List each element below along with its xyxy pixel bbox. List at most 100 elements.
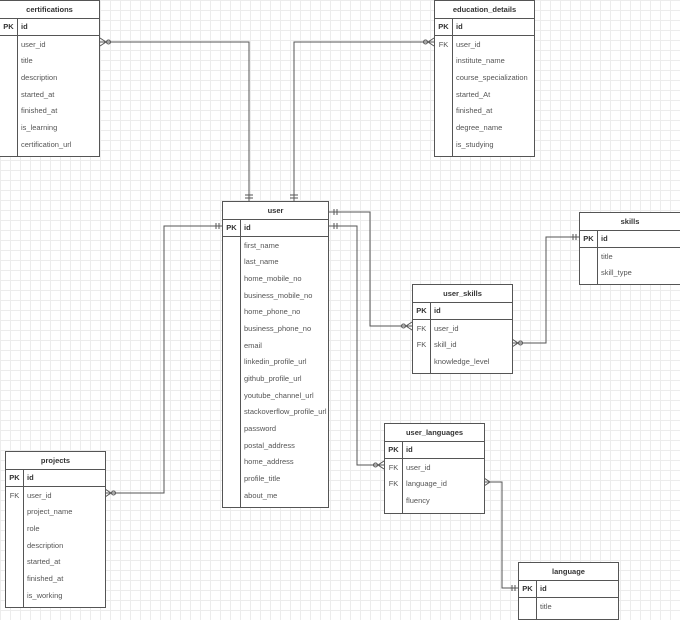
primary-key-row[interactable]: PK id [519, 581, 618, 598]
field-row[interactable]: FK skill_id [413, 337, 512, 354]
field-name: user_id [434, 323, 459, 333]
field-row[interactable]: is_studying [435, 137, 534, 154]
field-name: id [434, 306, 441, 315]
field-row[interactable]: is_learning [0, 120, 99, 137]
field-row[interactable]: description [0, 70, 99, 87]
field-row[interactable]: FK user_id [385, 460, 484, 477]
primary-key-row[interactable]: PK id [435, 19, 534, 36]
field-row[interactable]: started_at [0, 87, 99, 104]
table-title: user [223, 202, 328, 220]
field-name: is_studying [456, 139, 494, 149]
table-certifications[interactable]: certifications PK id user_id title descriptio… [0, 0, 100, 157]
field-name: password [244, 424, 277, 434]
field-name: role [27, 523, 40, 533]
primary-key-row[interactable]: PK id [223, 220, 328, 237]
field-name: skill_id [434, 340, 457, 350]
table-title: skills [580, 213, 680, 231]
field-row[interactable]: home_phone_no [223, 304, 328, 321]
primary-key-row[interactable]: PK id [0, 19, 99, 36]
pk-label: PK [583, 234, 594, 243]
field-name: user_id [406, 462, 431, 472]
primary-key-row[interactable]: PK id [580, 231, 680, 248]
field-row[interactable]: FK user_id [413, 321, 512, 338]
field-row[interactable]: linkedin_profile_url [223, 354, 328, 371]
field-row[interactable]: finished_at [0, 103, 99, 120]
field-row[interactable]: email [223, 338, 328, 355]
field-row[interactable]: password [223, 421, 328, 438]
field-name: profile_title [244, 474, 281, 484]
field-name: youtube_channel_url [244, 390, 314, 400]
key-column-divider [402, 441, 403, 513]
field-name: id [406, 445, 413, 454]
primary-key-row[interactable]: PK id [6, 470, 105, 487]
field-row[interactable]: FK user_id [6, 488, 105, 505]
field-row[interactable]: title [0, 53, 99, 70]
field-row[interactable]: FK user_id [435, 37, 534, 54]
field-row[interactable]: last_name [223, 254, 328, 271]
table-user-languages[interactable]: user_languages PK id FK user_id FK language_id… [384, 423, 485, 514]
field-row[interactable]: postal_address [223, 438, 328, 455]
field-name: started_at [27, 557, 61, 567]
field-row[interactable]: FK language_id [385, 476, 484, 493]
field-row[interactable]: about_me [223, 488, 328, 505]
field-row[interactable]: business_mobile_no [223, 288, 328, 305]
field-row[interactable]: course_specialization [435, 70, 534, 87]
field-name: about_me [244, 490, 278, 500]
field-row[interactable]: started_at [6, 554, 105, 571]
field-row[interactable]: project_name [6, 504, 105, 521]
table-education-details[interactable]: education_details PK id FK user_id institute_… [434, 0, 535, 157]
field-row[interactable]: user_id [0, 37, 99, 54]
field-name: home_address [244, 457, 294, 467]
pk-label: PK [438, 22, 449, 31]
table-user[interactable]: user PK id first_name last_name home_mobile_n… [222, 201, 329, 508]
field-row[interactable]: institute_name [435, 53, 534, 70]
field-row[interactable]: fluency [385, 493, 484, 510]
field-row[interactable]: certification_url [0, 137, 99, 154]
primary-key-row[interactable]: PK id [385, 442, 484, 459]
field-name: description [27, 540, 64, 550]
field-row[interactable]: degree_name [435, 120, 534, 137]
table-title: user_skills [413, 285, 512, 303]
pk-label: PK [3, 22, 14, 31]
field-row[interactable]: title [580, 249, 680, 266]
table-language[interactable]: language PK id title [518, 562, 619, 620]
table-projects[interactable]: projects PK id FK user_id project_name role des… [5, 451, 106, 608]
table-title: education_details [435, 1, 534, 19]
link-language-user-languages [484, 481, 518, 589]
field-row[interactable]: home_mobile_no [223, 271, 328, 288]
link-user-projects [105, 225, 222, 494]
link-user-user-languages [328, 225, 384, 466]
field-name: title [21, 56, 33, 66]
field-name: home_phone_no [244, 307, 301, 317]
field-name: description [21, 72, 58, 82]
field-row[interactable]: title [519, 599, 618, 616]
field-name: knowledge_level [434, 356, 490, 366]
field-row[interactable]: stackoverflow_profile_url [223, 404, 328, 421]
field-row[interactable]: description [6, 538, 105, 555]
field-row[interactable]: business_phone_no [223, 321, 328, 338]
field-row[interactable]: started_At [435, 87, 534, 104]
field-row[interactable]: is_working [6, 588, 105, 605]
field-name: institute_name [456, 56, 505, 66]
field-row[interactable]: home_address [223, 454, 328, 471]
field-row[interactable]: finished_at [435, 103, 534, 120]
field-row[interactable]: finished_at [6, 571, 105, 588]
key-column-divider [452, 18, 453, 156]
pk-label: PK [416, 306, 427, 315]
field-row[interactable]: github_profile_url [223, 371, 328, 388]
field-name: course_specialization [456, 72, 528, 82]
field-row[interactable]: role [6, 521, 105, 538]
field-name: fluency [406, 495, 430, 505]
table-skills[interactable]: skills PK id title skill_type [579, 212, 680, 285]
field-name: is_working [27, 590, 63, 600]
link-education-user [293, 41, 434, 201]
field-row[interactable]: first_name [223, 238, 328, 255]
field-name: started_At [456, 89, 491, 99]
field-row[interactable]: profile_title [223, 471, 328, 488]
field-row[interactable]: knowledge_level [413, 354, 512, 371]
field-name: is_learning [21, 122, 58, 132]
field-row[interactable]: skill_type [580, 265, 680, 282]
field-row[interactable]: youtube_channel_url [223, 388, 328, 405]
primary-key-row[interactable]: PK id [413, 303, 512, 320]
